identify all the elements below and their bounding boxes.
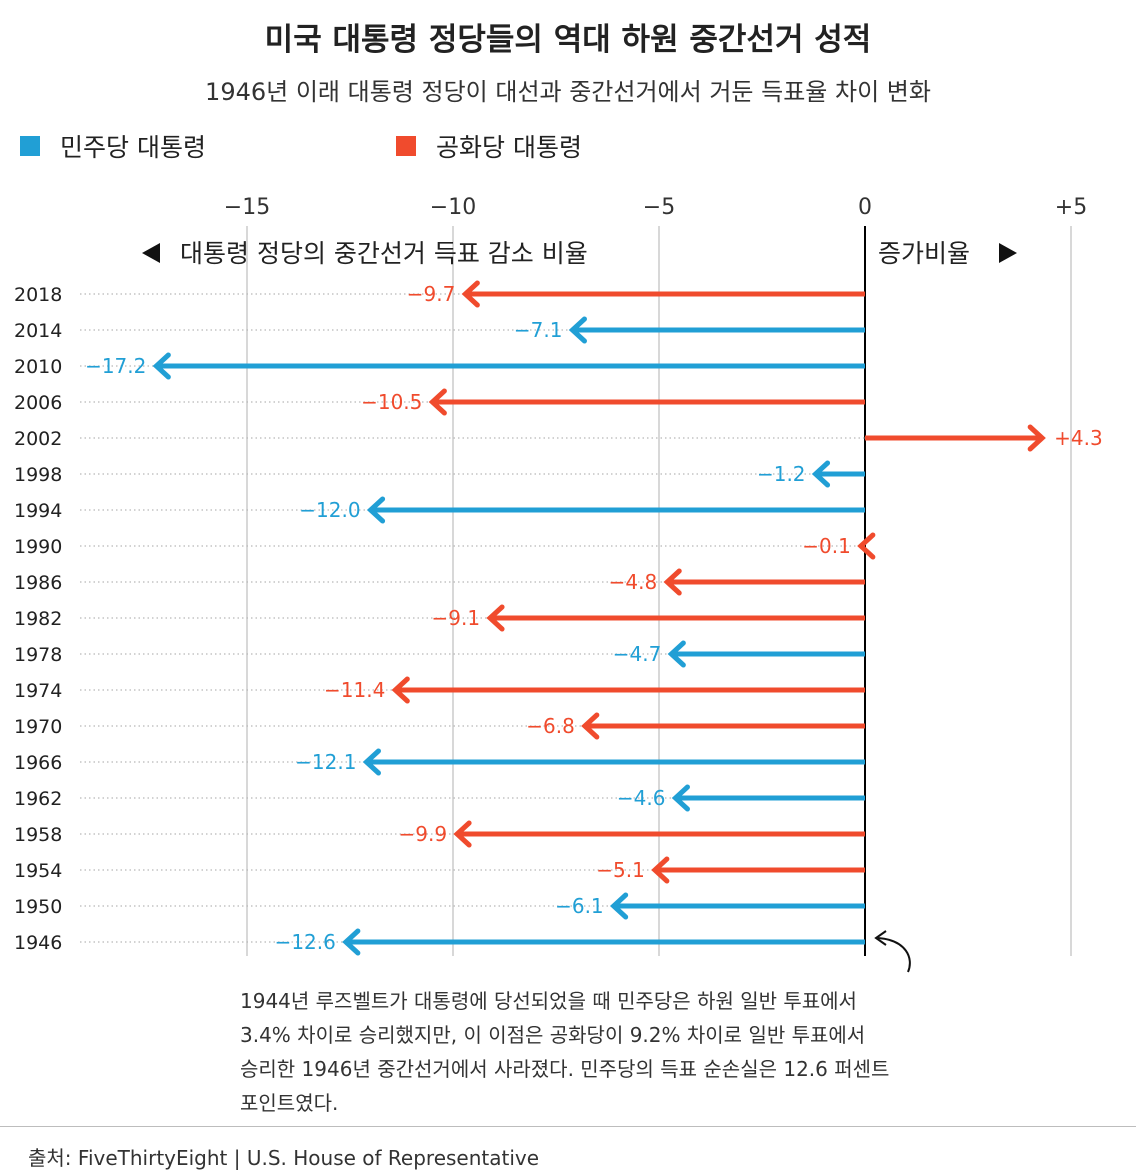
year-label: 1950 — [14, 896, 62, 918]
arrowhead-1994 — [366, 496, 386, 524]
arrowhead-1966 — [362, 748, 381, 776]
bar-chart: 2018 2014 2010 2006 2002 1998 1994 1990 1986 1982… — [14, 195, 1103, 973]
chart-subtitle: 1946년 이래 대통령 정당이 대선과 중간선거에서 거둔 득표율 차이 변화 — [205, 78, 931, 106]
value-label-1978: −4.7 — [613, 642, 662, 666]
note-line-4: 포인트였다. — [240, 1091, 339, 1115]
value-label-1966: −12.1 — [295, 750, 356, 774]
legend-rep-swatch — [396, 136, 416, 156]
arrowhead-1958 — [453, 820, 472, 848]
note-line-3: 승리한 1946년 중간선거에서 사라졌다. 민주당의 득표 순손실은 12.6… — [240, 1057, 890, 1081]
year-label: 1998 — [14, 464, 62, 486]
year-label: 2002 — [14, 428, 62, 450]
curved-arrow-icon — [877, 937, 911, 973]
year-label: 1974 — [14, 680, 62, 702]
annotation-note: 1944년 루즈벨트가 대통령에 당선되었을 때 민주당은 하원 일반 투표에서… — [240, 984, 1020, 1120]
arrowhead-1954 — [651, 856, 670, 884]
value-label-1962: −4.6 — [617, 786, 666, 810]
value-label-1998: −1.2 — [757, 462, 806, 486]
value-label-1954: −5.1 — [596, 858, 645, 882]
value-label-1946: −12.6 — [275, 930, 336, 954]
value-label-2002: +4.3 — [1054, 426, 1103, 450]
arrowhead-1998 — [811, 460, 831, 488]
year-label: 1966 — [14, 752, 62, 774]
value-label-2018: −9.7 — [407, 282, 456, 306]
arrowhead-2014 — [568, 316, 587, 344]
year-label: 1994 — [14, 500, 62, 522]
year-label: 1990 — [14, 536, 62, 558]
right-triangle-icon — [999, 243, 1017, 263]
year-label: 2010 — [14, 356, 62, 378]
legend-dem: 민주당 대통령 — [20, 128, 206, 164]
value-label-2006: −10.5 — [361, 390, 422, 414]
year-label: 1970 — [14, 716, 62, 738]
year-label: 2014 — [14, 320, 62, 342]
chart-title: 미국 대통령 정당들의 역대 하원 중간선거 성적 — [264, 22, 872, 58]
value-label-1974: −11.4 — [324, 678, 385, 702]
increase-label: 증가비율 — [878, 239, 970, 268]
arrowhead-2010 — [152, 352, 171, 380]
arrowhead-2018 — [461, 280, 480, 308]
arrowhead-2002 — [1027, 424, 1046, 452]
value-label-1994: −12.0 — [299, 498, 360, 522]
x-tick-label: −10 — [430, 195, 476, 220]
arrowhead-1986 — [663, 568, 682, 596]
value-label-2010: −17.2 — [85, 354, 146, 378]
curved-arrow-head-icon — [874, 930, 887, 946]
year-label: 1962 — [14, 788, 62, 810]
legend-rep-label: 공화당 대통령 — [436, 133, 582, 162]
value-label-2014: −7.1 — [514, 318, 563, 342]
legend-rep: 공화당 대통령 — [396, 128, 582, 164]
year-label: 1946 — [14, 932, 62, 954]
year-label: 1954 — [14, 860, 62, 882]
value-label-1970: −6.8 — [526, 714, 575, 738]
note-line-1: 1944년 루즈벨트가 대통령에 당선되었을 때 민주당은 하원 일반 투표에서 — [240, 989, 857, 1013]
year-label: 1986 — [14, 572, 62, 594]
value-label-1990: −0.1 — [802, 534, 851, 558]
arrowhead-1974 — [391, 676, 410, 704]
arrowhead-1946 — [342, 928, 361, 956]
x-tick-label: 0 — [858, 195, 872, 220]
arrowhead-1950 — [609, 892, 629, 920]
arrowhead-1978 — [667, 640, 686, 668]
value-label-1986: −4.8 — [609, 570, 658, 594]
legend-dem-label: 민주당 대통령 — [60, 133, 206, 162]
footer-divider — [0, 1126, 1136, 1127]
value-label-1982: −9.1 — [432, 606, 481, 630]
source-credit: 출처: FiveThirtyEight | U.S. House of Repr… — [28, 1146, 540, 1170]
decrease-label: 대통령 정당의 중간선거 득표 감소 비율 — [180, 239, 588, 268]
arrowhead-1982 — [486, 604, 505, 632]
legend-dem-swatch — [20, 136, 40, 156]
x-tick-label: +5 — [1055, 195, 1087, 220]
x-tick-label: −15 — [224, 195, 270, 220]
year-label: 1978 — [14, 644, 62, 666]
year-label: 1958 — [14, 824, 62, 846]
arrowhead-2006 — [428, 388, 447, 416]
arrowhead-1970 — [581, 712, 600, 740]
x-tick-label: −5 — [643, 195, 675, 220]
year-label: 1982 — [14, 608, 62, 630]
note-line-2: 3.4% 차이로 승리했지만, 이 이점은 공화당이 9.2% 차이로 일반 투… — [240, 1023, 866, 1047]
year-label: 2018 — [14, 284, 62, 306]
arrowhead-1990 — [857, 532, 876, 560]
value-label-1950: −6.1 — [555, 894, 604, 918]
arrowhead-1962 — [671, 784, 690, 812]
value-label-1958: −9.9 — [399, 822, 448, 846]
left-triangle-icon — [142, 243, 160, 263]
year-label: 2006 — [14, 392, 62, 414]
